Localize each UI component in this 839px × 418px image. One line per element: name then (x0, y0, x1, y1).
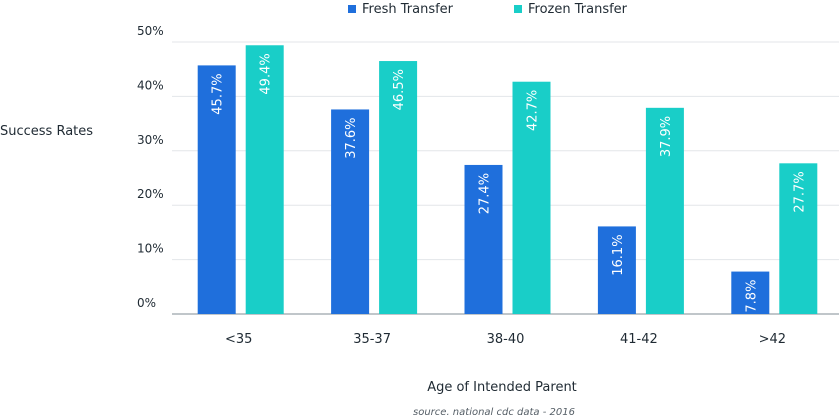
legend-label: Fresh Transfer (362, 2, 454, 17)
x-axis-title: Age of Intended Parent (427, 380, 577, 395)
legend-swatch (514, 5, 522, 13)
bar-data-label: 37.6% (344, 117, 359, 158)
x-tick-label: 35-37 (353, 332, 391, 347)
bar-data-label: 16.1% (611, 234, 626, 275)
y-tick-label: 10% (137, 242, 164, 256)
y-tick-label: 20% (137, 187, 164, 201)
bar-data-label: 7.8% (744, 280, 759, 313)
legend-swatch (348, 5, 356, 13)
x-tick-label: 41-42 (620, 332, 658, 347)
bar-fresh (331, 109, 370, 315)
bar-fresh (731, 271, 770, 314)
y-tick-label: 40% (137, 78, 164, 92)
bar-data-label: 27.7% (792, 171, 807, 212)
bar-fresh (597, 226, 636, 314)
bar-frozen (512, 81, 551, 314)
bars: 45.7% 49.4% 37.6% 46.5% 27.4% 42.7% 16.1% 37.9%… (197, 45, 818, 315)
x-tick-label: <35 (225, 332, 252, 347)
x-axis-tick-labels: <35 35-37 38-40 41-42 >42 (225, 332, 786, 347)
bar-data-label: 45.7% (211, 73, 226, 114)
bar-frozen (779, 163, 818, 314)
legend: Fresh Transfer Frozen Transfer (348, 2, 628, 17)
y-tick-label: 50% (137, 24, 164, 38)
x-tick-label: >42 (759, 332, 786, 347)
y-axis-ticks: 0% 10% 20% 30% 40% 50% (137, 24, 164, 310)
bar-data-label: 27.4% (478, 173, 493, 214)
bar-fresh (197, 65, 236, 314)
bar-frozen (379, 61, 418, 314)
source-note: source. national cdc data - 2016 (413, 407, 575, 418)
y-tick-label: 0% (137, 296, 156, 310)
bar-frozen (245, 45, 284, 314)
bar-data-label: 49.4% (259, 53, 274, 94)
y-tick-label: 30% (137, 133, 164, 147)
bar-data-label: 37.9% (659, 116, 674, 157)
x-tick-label: 38-40 (487, 332, 525, 347)
bar-data-label: 42.7% (526, 90, 541, 131)
bar-frozen (645, 107, 684, 314)
y-axis-title: Success Rates (0, 124, 93, 139)
bar-data-label: 46.5% (392, 69, 407, 110)
legend-label: Frozen Transfer (528, 2, 628, 17)
bar-fresh (464, 164, 503, 314)
